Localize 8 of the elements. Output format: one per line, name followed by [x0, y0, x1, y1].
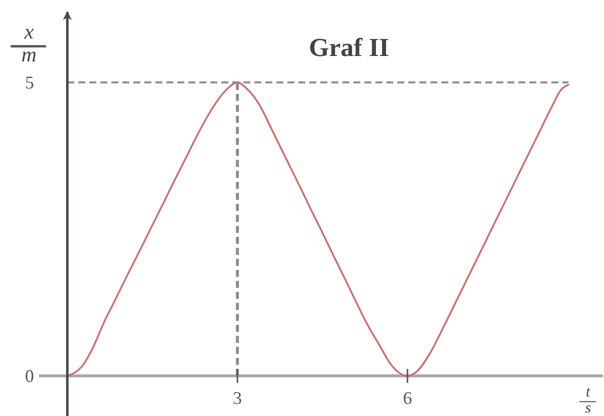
x-axis-title: t/s [574, 384, 600, 416]
x-tick-label: 6 [402, 388, 412, 408]
y-tick-label: 5 [25, 72, 34, 92]
text: Graf II [308, 33, 390, 62]
y-tick-label: 0 [25, 366, 34, 386]
line-series [66, 82, 570, 377]
y-axis-title: x/m [0, 20, 58, 66]
x-tick-label: 3 [232, 388, 242, 408]
